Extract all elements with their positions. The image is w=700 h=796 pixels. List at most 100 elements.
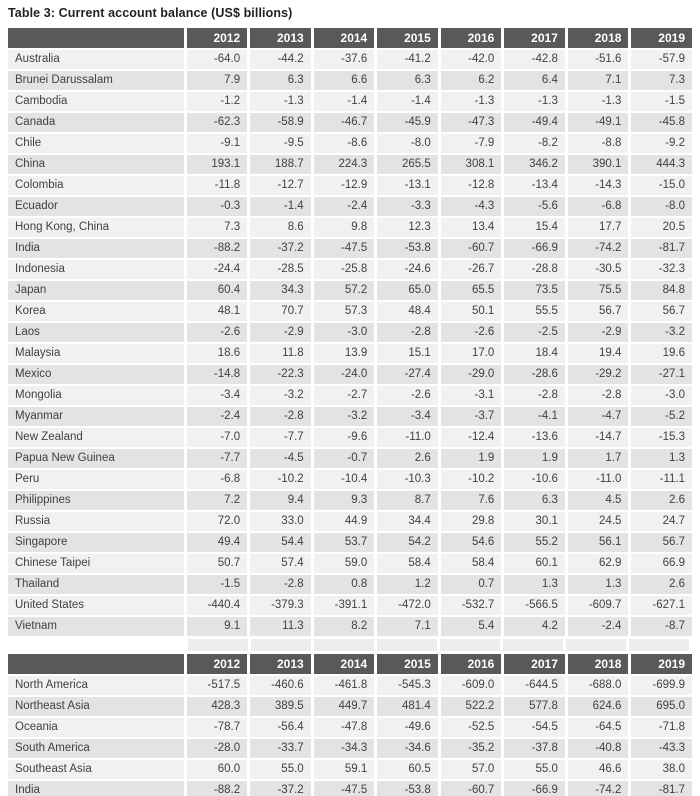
value-cell: 19.6 (631, 344, 692, 363)
value-cell: 1.7 (567, 449, 629, 468)
value-cell: -2.7 (313, 386, 375, 405)
value-cell: 9.3 (313, 491, 375, 510)
value-cell: -379.3 (250, 596, 311, 615)
value-cell: -3.4 (377, 407, 438, 426)
value-cell: -44.2 (250, 50, 311, 69)
value-cell: -32.3 (631, 260, 692, 279)
value-cell: -1.5 (186, 575, 248, 594)
value-cell: 50.7 (186, 554, 248, 573)
year-column-header: 2013 (250, 654, 311, 674)
value-cell: -88.2 (186, 781, 248, 796)
value-cell: 624.6 (567, 697, 629, 716)
value-cell: 30.1 (504, 512, 565, 531)
value-cell: -8.7 (631, 617, 692, 636)
value-cell: -3.2 (631, 323, 692, 342)
value-cell: 55.0 (504, 760, 565, 779)
value-cell: 60.5 (377, 760, 438, 779)
value-cell: 20.5 (631, 218, 692, 237)
value-cell: 390.1 (567, 155, 629, 174)
value-cell: -57.9 (631, 50, 692, 69)
value-cell: -27.4 (377, 365, 438, 384)
value-cell: -66.9 (504, 781, 565, 796)
value-cell: 60.0 (186, 760, 248, 779)
value-cell: -440.4 (186, 596, 248, 615)
value-cell: 449.7 (313, 697, 375, 716)
value-cell: 11.8 (250, 344, 311, 363)
value-cell: -37.2 (250, 239, 311, 258)
value-cell: 428.3 (186, 697, 248, 716)
value-cell: 1.3 (504, 575, 565, 594)
table-row: North America -517.5 -460.6 -461.8 -545.3 -60… (8, 676, 692, 695)
value-cell: -42.0 (440, 50, 502, 69)
value-cell: -15.3 (631, 428, 692, 447)
value-cell: -4.7 (567, 407, 629, 426)
row-label: Hong Kong, China (8, 218, 184, 237)
table-row: China 193.1 188.7 224.3 265.5 308.1 346.2 390.1… (8, 155, 692, 174)
value-cell: 72.0 (186, 512, 248, 531)
value-cell: -2.8 (377, 323, 438, 342)
value-cell: -1.4 (313, 92, 375, 111)
year-column-header: 2016 (440, 28, 502, 48)
value-cell: -9.1 (186, 134, 248, 153)
row-label: Vietnam (8, 617, 184, 636)
value-cell: -29.2 (567, 365, 629, 384)
value-cell: -13.1 (377, 176, 438, 195)
value-cell: 7.3 (186, 218, 248, 237)
row-label: Russia (8, 512, 184, 531)
value-cell: 308.1 (440, 155, 502, 174)
header-corner-cell (8, 654, 184, 674)
value-cell: 2.6 (631, 575, 692, 594)
spacer-cell-blank (11, 639, 185, 651)
row-label: India (8, 239, 184, 258)
value-cell: -88.2 (186, 239, 248, 258)
value-cell: -1.4 (250, 197, 311, 216)
value-cell: 2.6 (377, 449, 438, 468)
value-cell: 17.0 (440, 344, 502, 363)
value-cell: -1.5 (631, 92, 692, 111)
value-cell: 7.9 (186, 71, 248, 90)
value-cell: 55.0 (250, 760, 311, 779)
value-cell: 1.9 (504, 449, 565, 468)
spacer-cell (251, 639, 311, 651)
value-cell: -6.8 (186, 470, 248, 489)
row-label: Oceania (8, 718, 184, 737)
value-cell: 57.3 (313, 302, 375, 321)
table-row: New Zealand -7.0 -7.7 -9.6 -11.0 -12.4 -13.6 -1… (8, 428, 692, 447)
value-cell: -14.8 (186, 365, 248, 384)
value-cell: 70.7 (250, 302, 311, 321)
value-cell: -30.5 (567, 260, 629, 279)
value-cell: -2.8 (250, 575, 311, 594)
table-row: Indonesia -24.4 -28.5 -25.8 -24.6 -26.7 -28.8-… (8, 260, 692, 279)
value-cell: -5.6 (504, 197, 565, 216)
row-label: North America (8, 676, 184, 695)
table-row: Colombia -11.8 -12.7 -12.9 -13.1 -12.8 -13.4 -1… (8, 176, 692, 195)
value-cell: 1.2 (377, 575, 438, 594)
value-cell: -8.6 (313, 134, 375, 153)
table-spacer-row (11, 639, 692, 651)
row-label: Malaysia (8, 344, 184, 363)
value-cell: 56.7 (631, 302, 692, 321)
table-row: Philippines 7.2 9.4 9.3 8.7 7.6 6.3 4.5 2.6 (8, 491, 692, 510)
value-cell: -41.2 (377, 50, 438, 69)
value-cell: -2.6 (440, 323, 502, 342)
table-row: Ecuador -0.3 -1.4 -2.4 -3.3 -4.3 -5.6 -6.8 -8.0 (8, 197, 692, 216)
value-cell: -12.8 (440, 176, 502, 195)
value-cell: -10.4 (313, 470, 375, 489)
value-cell: -27.1 (631, 365, 692, 384)
value-cell: -24.4 (186, 260, 248, 279)
country-table: 2012 2013 2014 2015 2016 2017 2018 2019 Australi… (5, 26, 695, 638)
value-cell: -1.2 (186, 92, 248, 111)
value-cell: -33.7 (250, 739, 311, 758)
value-cell: -10.2 (250, 470, 311, 489)
value-cell: 75.5 (567, 281, 629, 300)
row-label: Myanmar (8, 407, 184, 426)
value-cell: 24.7 (631, 512, 692, 531)
row-label: Philippines (8, 491, 184, 510)
value-cell: -8.0 (631, 197, 692, 216)
row-label: Colombia (8, 176, 184, 195)
value-cell: -51.6 (567, 50, 629, 69)
value-cell: -688.0 (567, 676, 629, 695)
value-cell: 84.8 (631, 281, 692, 300)
row-label: China (8, 155, 184, 174)
value-cell: -71.8 (631, 718, 692, 737)
